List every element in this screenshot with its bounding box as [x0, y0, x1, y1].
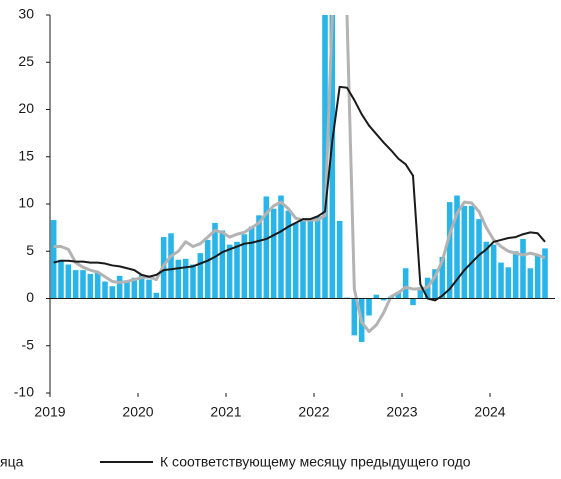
bar	[307, 221, 314, 299]
bar	[234, 241, 240, 299]
plot-area	[50, 15, 548, 342]
bar	[336, 221, 343, 299]
bar	[190, 264, 196, 299]
bar	[366, 298, 372, 316]
y-tick-label: 20	[18, 100, 34, 116]
bar	[402, 268, 409, 299]
y-tick-label: 5	[26, 242, 34, 258]
bar	[446, 202, 453, 299]
bar	[322, 15, 328, 299]
line	[53, 85, 546, 302]
bar	[329, 15, 336, 299]
y-tick-label: 25	[18, 53, 34, 69]
bar	[534, 255, 541, 299]
bar	[512, 251, 519, 299]
bar	[417, 287, 424, 299]
bar	[58, 259, 64, 299]
bar	[50, 220, 57, 299]
bar	[102, 281, 108, 299]
y-tick-label: -5	[22, 336, 35, 352]
bar	[476, 219, 482, 299]
bar	[292, 222, 299, 299]
line	[53, 15, 546, 334]
y-tick-label: 10	[18, 195, 34, 211]
bar	[226, 244, 233, 299]
bar	[197, 253, 204, 299]
bar	[542, 248, 548, 299]
bar	[182, 258, 189, 299]
bar	[204, 239, 211, 299]
bar	[439, 256, 446, 299]
bar	[314, 216, 321, 299]
bar	[490, 244, 497, 299]
bar	[131, 277, 138, 299]
bar	[505, 267, 512, 299]
x-tick-label: 2020	[122, 404, 153, 420]
bar	[410, 298, 416, 306]
bar	[94, 272, 101, 299]
bar	[373, 294, 380, 299]
bar	[241, 234, 248, 299]
bar	[72, 270, 79, 299]
bar	[248, 226, 255, 299]
axes: -10 -5 0 5 10 15 20 25 30 2019 2020 2021 2022 2023 202…	[14, 6, 555, 420]
x-tick-label: 2019	[34, 404, 65, 420]
y-tick-label: 15	[18, 147, 34, 163]
bar	[461, 205, 468, 299]
bar	[219, 230, 226, 299]
y-tick-label: -10	[14, 384, 34, 400]
bar	[351, 298, 358, 336]
bar	[168, 233, 174, 299]
bar	[109, 286, 116, 299]
bar	[124, 280, 130, 299]
bar	[146, 279, 152, 299]
y-tick-label: 0	[26, 289, 34, 305]
bar	[138, 274, 145, 299]
bar	[468, 205, 475, 299]
bar	[270, 208, 277, 299]
bar	[454, 195, 460, 299]
bar	[153, 292, 160, 299]
bar	[395, 291, 402, 299]
bar	[263, 196, 270, 299]
bar	[212, 222, 218, 299]
bar	[520, 238, 526, 299]
bar	[80, 270, 86, 299]
bar	[380, 298, 387, 301]
bar	[483, 241, 490, 299]
bar	[87, 273, 94, 299]
bar	[527, 268, 534, 299]
bar	[432, 269, 438, 299]
bar	[285, 210, 292, 299]
y-tick-label: 30	[18, 6, 34, 22]
bar	[256, 215, 262, 299]
bar	[175, 259, 182, 299]
x-tick-label: 2021	[210, 404, 241, 420]
bar	[65, 264, 72, 299]
bar	[498, 262, 504, 299]
x-tick-label: 2022	[298, 404, 329, 420]
legend-label: К соответствующему месяцу предыдущего го…	[160, 454, 471, 470]
bar	[278, 195, 284, 299]
x-tick-label: 2024	[474, 404, 505, 420]
x-tick-label: 2023	[386, 404, 417, 420]
bar	[300, 220, 306, 299]
legend-label: яца	[0, 454, 24, 470]
bar	[116, 275, 123, 299]
